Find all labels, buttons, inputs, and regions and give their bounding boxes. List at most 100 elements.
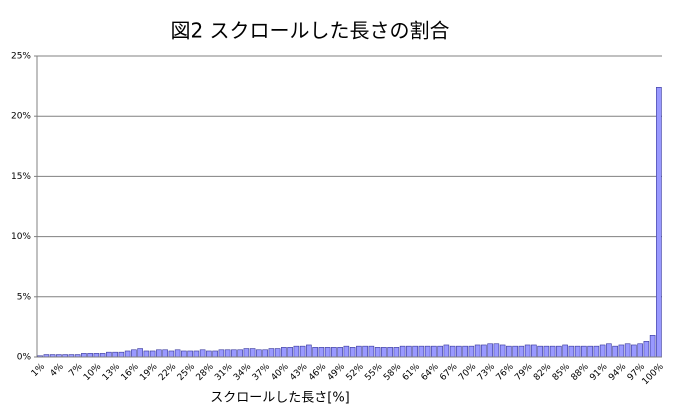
y-tick-label: 15% <box>11 172 31 182</box>
bar <box>256 349 262 358</box>
bar <box>624 343 631 358</box>
bar <box>118 351 125 358</box>
bar <box>531 344 537 358</box>
bar <box>637 343 643 358</box>
bar <box>537 345 543 358</box>
bar <box>281 347 287 358</box>
x-tick-label: 43% <box>288 362 310 384</box>
x-tick-label: 46% <box>307 362 329 384</box>
x-tick-label: 94% <box>607 362 629 384</box>
bar <box>81 353 87 358</box>
x-tick-label: 61% <box>401 362 423 384</box>
bar <box>274 348 281 358</box>
bar <box>631 344 637 358</box>
bar <box>556 345 562 358</box>
x-tick-label: 16% <box>120 362 142 384</box>
bar <box>649 335 656 358</box>
bar <box>193 350 200 358</box>
bar <box>149 350 156 358</box>
x-tick-label: 70% <box>457 362 479 384</box>
bar <box>318 347 325 358</box>
bar <box>431 345 437 358</box>
bar <box>424 345 431 358</box>
bar <box>412 345 418 358</box>
bar <box>306 344 312 358</box>
bar <box>381 347 387 358</box>
x-tick-label: 91% <box>588 362 610 384</box>
bar <box>337 347 343 358</box>
chart-title: 図2 スクロールした長さの割合 <box>170 19 449 43</box>
bar <box>643 341 650 358</box>
bar <box>437 345 443 358</box>
bar <box>618 344 625 358</box>
bar <box>581 345 587 358</box>
bar <box>606 343 612 358</box>
bar <box>568 345 575 358</box>
y-tick-label: 0% <box>17 353 32 363</box>
bar <box>574 345 581 358</box>
bar <box>399 345 406 358</box>
x-tick-label: 79% <box>513 362 535 384</box>
x-tick-label: 4% <box>49 362 66 379</box>
bar <box>543 345 550 358</box>
bar <box>124 350 131 358</box>
bar <box>249 348 256 358</box>
bar <box>237 349 243 358</box>
bar <box>362 345 368 358</box>
bar <box>499 344 506 358</box>
bar <box>468 345 475 358</box>
bar <box>168 350 175 358</box>
bar <box>656 87 662 358</box>
x-tick-label: 49% <box>326 362 348 384</box>
x-tick-label: 55% <box>363 362 385 384</box>
bar <box>587 345 593 358</box>
bar <box>87 353 93 358</box>
bar <box>612 345 618 358</box>
bar <box>349 347 356 358</box>
y-tick-label: 20% <box>11 112 31 122</box>
x-tick-label: 19% <box>138 362 160 384</box>
x-tick-label: 52% <box>345 362 367 384</box>
bar <box>162 349 168 358</box>
bar <box>443 344 450 358</box>
x-tick-label: 67% <box>438 362 460 384</box>
bar <box>549 345 556 358</box>
bar <box>312 347 318 358</box>
bar <box>462 345 468 358</box>
bar <box>93 353 100 358</box>
y-tick-label: 10% <box>11 232 31 242</box>
x-tick-label: 73% <box>476 362 498 384</box>
bar <box>143 350 150 358</box>
x-tick-label: 34% <box>232 362 254 384</box>
bar <box>199 349 206 358</box>
bar <box>231 349 237 358</box>
x-tick-label: 64% <box>420 362 442 384</box>
x-tick-label: 85% <box>551 362 573 384</box>
bar <box>268 348 275 358</box>
x-tick-label: 28% <box>195 362 217 384</box>
bar <box>299 345 306 358</box>
bar <box>343 345 350 358</box>
bar <box>562 344 568 358</box>
bar <box>593 345 600 358</box>
x-tick-label: 40% <box>270 362 292 384</box>
bar <box>493 343 500 358</box>
bar <box>293 345 300 358</box>
bar <box>212 350 218 358</box>
bar <box>218 349 225 358</box>
bar <box>206 350 212 358</box>
bar <box>518 345 525 358</box>
bar <box>456 345 462 358</box>
x-tick-label: 25% <box>176 362 198 384</box>
x-tick-label: 13% <box>101 362 123 384</box>
bar <box>262 349 268 358</box>
bar <box>374 347 381 358</box>
bar <box>368 345 375 358</box>
bar <box>174 349 181 358</box>
bar <box>481 344 487 358</box>
x-tick-label: 10% <box>82 362 104 384</box>
bar <box>112 351 118 358</box>
bar <box>106 351 112 358</box>
bar <box>287 347 293 358</box>
x-axis-label: スクロールした長さ[%] <box>210 391 350 406</box>
